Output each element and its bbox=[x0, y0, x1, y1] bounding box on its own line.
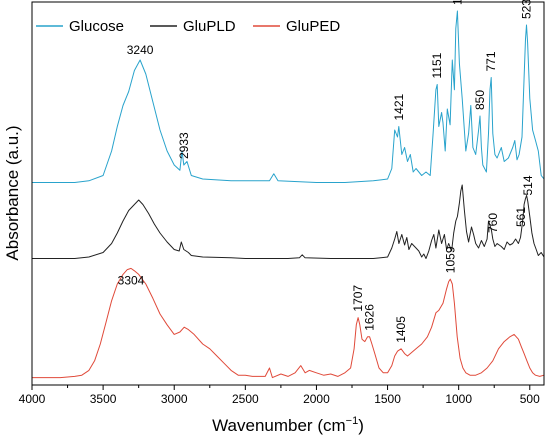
legend: Glucose GluPLD GluPED bbox=[36, 18, 340, 35]
peak-label-850: 850 bbox=[473, 90, 487, 110]
peak-label-1151: 1151 bbox=[430, 52, 444, 78]
legend-item-glupld: GluPLD bbox=[150, 18, 236, 35]
peak-label-3240: 3240 bbox=[127, 43, 154, 57]
legend-item-gluped: GluPED bbox=[253, 18, 340, 35]
peak-label-3304: 3304 bbox=[118, 273, 145, 287]
plot-area bbox=[32, 2, 544, 385]
peak-label-523: 523 bbox=[520, 0, 534, 19]
peak-label-771: 771 bbox=[484, 51, 498, 71]
legend-label-glucose: Glucose bbox=[69, 18, 124, 35]
x-tick-label-3000: 3000 bbox=[161, 392, 188, 406]
x-axis-label-sup: −1 bbox=[346, 415, 359, 427]
legend-label-glupld: GluPLD bbox=[183, 18, 236, 35]
peak-label-760: 760 bbox=[486, 213, 500, 233]
series-layer bbox=[32, 10, 545, 379]
peak-label-1421: 1421 bbox=[392, 93, 406, 120]
peak-label-1707: 1707 bbox=[351, 285, 365, 312]
series-line-gluped bbox=[32, 267, 545, 379]
peak-label-1059: 1059 bbox=[443, 246, 457, 273]
peak-label-1626: 1626 bbox=[363, 304, 377, 331]
peak-label-514: 514 bbox=[521, 175, 535, 195]
peak-label-2933: 2933 bbox=[177, 132, 191, 159]
series-line-glucose bbox=[32, 10, 545, 183]
peak-label-561: 561 bbox=[514, 207, 528, 227]
legend-label-gluped: GluPED bbox=[286, 18, 340, 35]
x-tick-label-1500: 1500 bbox=[374, 392, 401, 406]
series-line-glupld bbox=[32, 184, 545, 259]
y-axis-label: Absorbance (a.u.) bbox=[3, 125, 22, 260]
x-axis-label: Wavenumber (cm−1) bbox=[212, 415, 364, 435]
annotation-layer: 3240293314211151100985077152376056151433… bbox=[118, 0, 535, 343]
x-tick-label-500: 500 bbox=[520, 392, 540, 406]
x-tick-label-4000: 4000 bbox=[19, 392, 46, 406]
x-tick-label-2000: 2000 bbox=[303, 392, 330, 406]
plot-frame bbox=[31, 1, 545, 386]
x-tick-label-3500: 3500 bbox=[90, 392, 117, 406]
x-axis-label-main: Wavenumber (cm bbox=[212, 416, 346, 435]
x-tick-label-2500: 2500 bbox=[232, 392, 259, 406]
x-axis-label-close: ) bbox=[358, 416, 364, 435]
x-tick-label-1000: 1000 bbox=[445, 392, 472, 406]
legend-item-glucose: Glucose bbox=[36, 18, 124, 35]
peak-label-1405: 1405 bbox=[394, 316, 408, 343]
x-axis: 4000 3500 3000 2500 2000 1500 1000 500 bbox=[19, 385, 540, 406]
